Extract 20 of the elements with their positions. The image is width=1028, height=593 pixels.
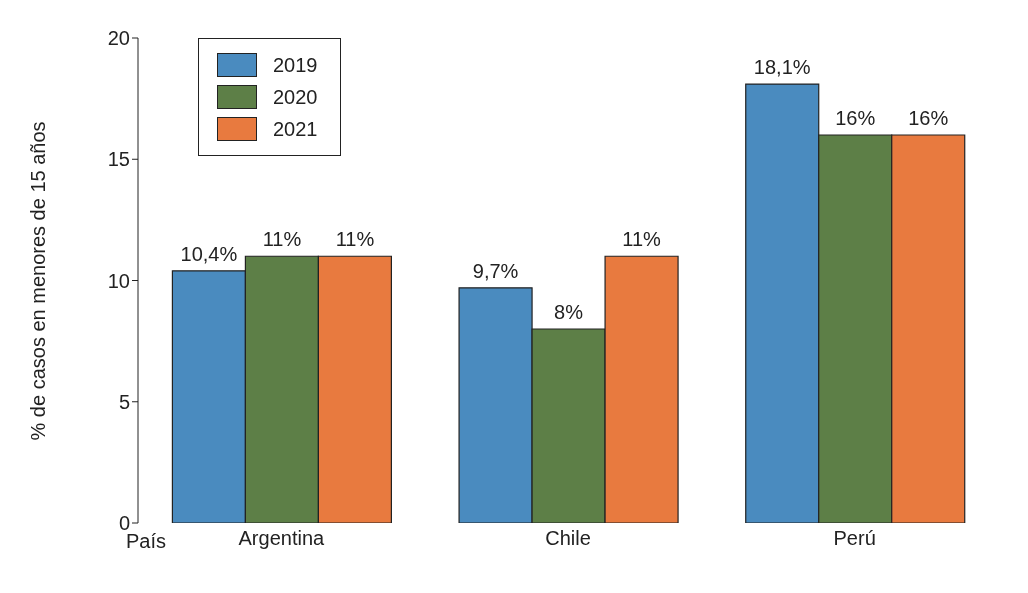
y-tick-label: 5 [118, 390, 130, 413]
data-label: 18,1% [753, 56, 811, 79]
data-label: 10,4% [180, 242, 238, 265]
x-tick-label: Argentina [238, 527, 326, 550]
y-tick-label: 10 [107, 269, 130, 292]
data-label: 9,7% [472, 259, 519, 282]
y-tick-label: 20 [107, 27, 130, 50]
data-label: 11% [622, 228, 662, 251]
y-tick-label: 15 [107, 148, 130, 171]
data-label: 16% [835, 107, 876, 129]
legend-label: 2020 [273, 85, 318, 109]
data-label: 16% [908, 107, 949, 129]
x-tick-label: Perú [833, 527, 876, 550]
y-axis-title: % de casos en menores de 15 años [27, 121, 50, 441]
legend-label: 2021 [273, 117, 318, 141]
legend-label: 2019 [273, 53, 318, 77]
data-label: 8% [554, 301, 584, 323]
data-label: 11% [335, 228, 375, 251]
x-tick-label: Chile [545, 527, 591, 550]
data-label: 11% [262, 228, 302, 251]
